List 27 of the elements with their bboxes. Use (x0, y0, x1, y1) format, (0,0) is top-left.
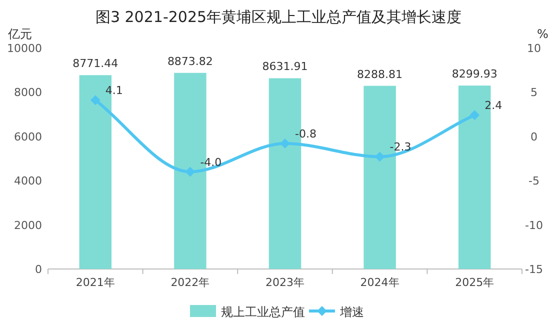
x-tick-label: 2022年 (170, 276, 210, 289)
data-label: 8299.93 (452, 68, 498, 81)
data-label: 8771.44 (72, 57, 118, 70)
y-tick-label: 2000 (14, 218, 42, 232)
y2-tick-label: 0 (530, 130, 538, 144)
title: 图3 2021-2025年黄埔区规上工业总产值及其增长速度 (95, 8, 462, 26)
y-axis-title: 亿元 (7, 27, 32, 41)
x-tick-label: 2025年 (455, 276, 494, 289)
data-label: 8873.82 (167, 54, 213, 68)
y-tick-label: 6000 (14, 130, 42, 144)
data-label: 8631.91 (262, 60, 308, 74)
y2-axis-title: % (537, 27, 548, 41)
y2-tick-label: 10 (527, 42, 541, 55)
y2-tick-label: 5 (530, 86, 538, 100)
y2-tick-label: -5 (528, 174, 540, 188)
y-tick-label: 10000 (7, 42, 42, 55)
legend-label: 规上工业总产值 (221, 305, 305, 319)
x-tick-label: 2024年 (360, 276, 400, 289)
y-tick-label: 0 (35, 263, 42, 276)
y-tick-label: 4000 (14, 174, 42, 188)
legend-label: 增速 (339, 305, 364, 319)
y2-tick-label: -15 (525, 263, 543, 276)
x-tick-label: 2023年 (266, 276, 304, 289)
data-label: 8288.81 (357, 68, 403, 81)
y2-tick-label: -10 (525, 218, 543, 232)
y-tick-label: 8000 (14, 86, 42, 100)
x-tick-label: 2021年 (76, 276, 115, 289)
